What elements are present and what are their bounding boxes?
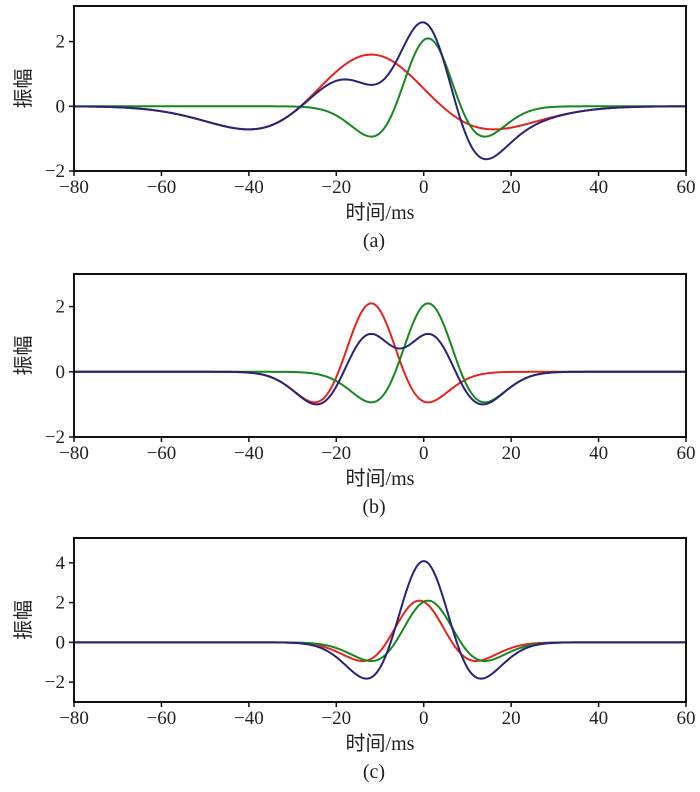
y-tick-label: 0 (56, 362, 66, 383)
series-blue-line (74, 21, 686, 161)
x-tick-label: 60 (677, 443, 696, 464)
y-tick-label: 2 (56, 593, 66, 614)
plot-frame (73, 273, 687, 438)
x-axis-label: 时间/ms (346, 201, 415, 224)
y-tick-label: −2 (45, 672, 65, 693)
y-axis-label: 振幅 (12, 69, 35, 109)
x-tick-label: 0 (419, 443, 429, 464)
x-tick-label: 40 (589, 443, 608, 464)
x-tick-label: −40 (234, 443, 264, 464)
x-axis-label: 时间/ms (346, 732, 415, 755)
subplot-caption: (a) (363, 230, 385, 252)
series-blue-line (74, 332, 686, 406)
x-tick-label: 0 (419, 708, 429, 729)
x-tick-label: −80 (59, 443, 89, 464)
x-tick-label: 40 (589, 708, 608, 729)
plot-frame (73, 5, 687, 172)
series-red-line (74, 53, 686, 131)
series-green-line (74, 302, 686, 404)
x-tick-label: 20 (502, 443, 521, 464)
x-axis-label: 时间/ms (346, 467, 415, 490)
x-tick-label: 60 (677, 177, 696, 198)
x-tick-label: 20 (502, 177, 521, 198)
plot-frame (73, 537, 687, 703)
x-tick-label: −20 (321, 177, 351, 198)
y-tick-label: 2 (56, 32, 66, 53)
series-red-line (74, 599, 686, 662)
series-green-line (74, 37, 686, 138)
x-tick-label: −40 (234, 708, 264, 729)
y-tick-label: 0 (56, 96, 66, 117)
series-blue-line (74, 560, 686, 680)
y-axis-label: 振幅 (12, 600, 35, 640)
subplot-caption: (b) (362, 496, 385, 518)
x-tick-label: 20 (502, 708, 521, 729)
y-tick-label: −2 (45, 427, 65, 448)
x-tick-label: −60 (147, 443, 177, 464)
y-tick-label: 2 (56, 297, 66, 318)
x-tick-label: −60 (147, 708, 177, 729)
x-tick-label: 60 (677, 708, 696, 729)
y-axis-label: 振幅 (12, 336, 35, 376)
x-tick-label: −40 (234, 177, 264, 198)
y-tick-label: −2 (45, 161, 65, 182)
x-tick-label: −80 (59, 708, 89, 729)
x-tick-label: 0 (419, 177, 429, 198)
series-red-line (74, 302, 686, 404)
y-tick-label: 4 (56, 553, 66, 574)
x-tick-label: −20 (321, 443, 351, 464)
x-tick-label: −20 (321, 708, 351, 729)
y-tick-label: 0 (56, 632, 66, 653)
subplot-caption: (c) (363, 761, 385, 783)
x-tick-label: 40 (589, 177, 608, 198)
x-tick-label: −80 (59, 177, 89, 198)
x-tick-label: −60 (147, 177, 177, 198)
